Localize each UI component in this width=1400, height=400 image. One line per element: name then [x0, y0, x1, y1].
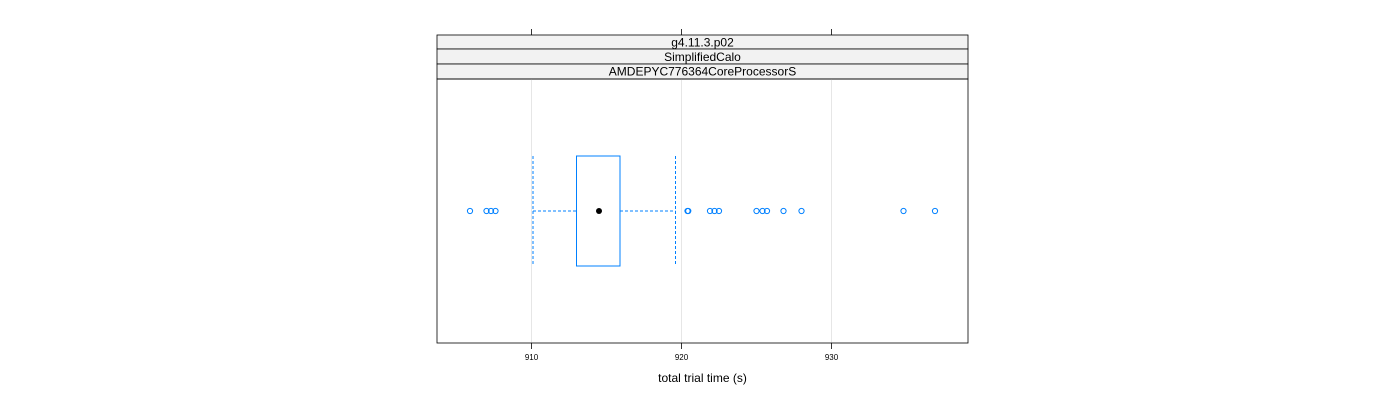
- strip-header-3: AMDEPYC776364CoreProcessorS: [436, 63, 969, 80]
- outlier-point: [706, 207, 714, 215]
- strip-header-2: SimplifiedCalo: [436, 48, 969, 65]
- x-axis-title: total trial time (s): [658, 371, 747, 385]
- outlier-point: [931, 207, 939, 215]
- outlier-point: [798, 207, 805, 215]
- iqr-box: [576, 155, 621, 267]
- outlier-point: [487, 207, 495, 215]
- strip-label-1: g4.11.3.p02: [671, 36, 734, 50]
- grid-lines: [531, 79, 832, 343]
- outlier-point: [780, 207, 787, 215]
- outlier-point: [492, 207, 499, 215]
- strip-label-3: AMDEPYC776364CoreProcessorS: [609, 65, 796, 79]
- panel-frame: [436, 78, 969, 344]
- x-tick-label: 930: [825, 353, 839, 362]
- outlier-point: [466, 207, 474, 215]
- outlier-point: [763, 207, 771, 215]
- outlier-point: [483, 207, 490, 215]
- outlier-point: [711, 207, 718, 215]
- outlier-point: [685, 207, 692, 215]
- strip-header-1: g4.11.3.p02: [436, 34, 969, 50]
- outlier-point: [759, 207, 766, 215]
- bottom-tick-marks: [531, 343, 832, 349]
- outlier-point: [900, 207, 907, 215]
- outlier-point: [753, 207, 760, 215]
- outlier-point: [715, 207, 723, 215]
- median-dot: [596, 208, 602, 214]
- top-tick-marks: [531, 29, 832, 35]
- strip-label-2: SimplifiedCalo: [664, 50, 741, 64]
- outlier-points: [466, 207, 939, 215]
- x-tick-label: 910: [525, 353, 539, 362]
- x-tick-label: 920: [675, 353, 689, 362]
- x-tick-labels: 910 920 930: [525, 353, 839, 362]
